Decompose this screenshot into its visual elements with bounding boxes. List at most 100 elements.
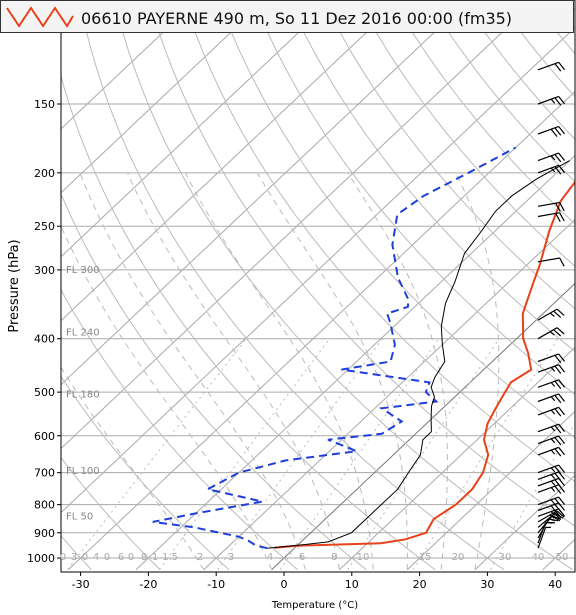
mixing-ratio-label: 1 xyxy=(152,552,158,563)
wind-barb xyxy=(537,484,566,494)
dry-adiabat-line xyxy=(252,0,575,396)
dry-adiabat-line xyxy=(61,74,436,571)
wind-barb xyxy=(537,212,565,223)
y-axis-label: Pressure (hPa) xyxy=(7,239,22,332)
x-tick-label: 40 xyxy=(548,578,562,591)
y-tick-label: 1000 xyxy=(27,552,55,565)
wind-barb xyxy=(537,364,566,374)
dry-adiabat-line xyxy=(357,0,575,267)
isotherm-line xyxy=(61,0,538,450)
x-tick-label: 10 xyxy=(345,578,359,591)
mixing-ratio-line xyxy=(279,338,440,570)
mixing-ratio-label: 10 xyxy=(357,552,370,563)
moist-adiabat-line xyxy=(184,172,374,570)
mixing-ratio-label: 3 xyxy=(228,552,234,563)
x-tick-label: -20 xyxy=(139,578,157,591)
wind-barb xyxy=(537,353,566,364)
wind-barbs xyxy=(537,21,566,549)
y-tick-label: 500 xyxy=(34,386,55,399)
mixing-ratio-label: 8 xyxy=(141,552,147,563)
isotherm-line xyxy=(61,0,470,386)
wind-barb xyxy=(537,435,566,446)
mixing-ratio-label: 50 xyxy=(556,552,569,563)
mixing-ratio-label: 0 xyxy=(128,552,134,563)
x-tick-label: 30 xyxy=(480,578,494,591)
temperature-wave-icon xyxy=(6,6,74,28)
moist-adiabat-line xyxy=(455,172,500,570)
wind-barb xyxy=(537,327,565,340)
wind-barb xyxy=(537,496,566,508)
mixing-ratio-label: 20 xyxy=(452,552,465,563)
wind-barb xyxy=(537,164,566,175)
isotherm-line xyxy=(67,90,575,571)
wind-barb xyxy=(537,308,565,321)
moist-adiabat-line xyxy=(61,224,273,570)
title-bar: 06610 PAYERNE 490 m, So 11 Dez 2016 00:0… xyxy=(0,0,574,33)
mixing-ratio-label: 6 xyxy=(118,552,124,563)
mixing-ratio-label: 6 xyxy=(299,552,305,563)
dry-adiabat-line xyxy=(148,0,575,527)
dry-adiabat-line xyxy=(61,288,298,571)
wind-barb xyxy=(537,201,565,212)
isotherm-line xyxy=(61,0,402,322)
flight-level-label: FL 180 xyxy=(66,390,100,401)
mixing-ratio-label: 1.5 xyxy=(162,552,178,563)
series-parcel-line xyxy=(267,160,570,549)
mixing-ratio-label: 4 xyxy=(93,552,99,563)
dry-adiabat-line xyxy=(183,0,575,483)
moist-adiabat-line xyxy=(256,172,408,570)
isotherm-line xyxy=(339,346,575,571)
wind-barb xyxy=(537,379,566,389)
isotherm-line xyxy=(474,474,575,571)
dry-adiabat-line xyxy=(61,375,230,571)
mixing-ratio-label: 40 xyxy=(532,552,545,563)
wind-barb xyxy=(537,95,566,106)
moist-adiabat-line xyxy=(347,172,448,570)
series-temperature-line xyxy=(274,180,575,549)
y-tick-label: 800 xyxy=(34,499,55,512)
wind-barb xyxy=(537,446,566,457)
x-tick-label: 0 xyxy=(281,578,288,591)
wind-barb xyxy=(537,257,565,267)
isotherm-line xyxy=(271,282,575,571)
mixing-ratio-label: 0 xyxy=(60,552,66,563)
x-tick-label: -10 xyxy=(207,578,225,591)
x-tick-label: 20 xyxy=(413,578,427,591)
y-tick-label: 300 xyxy=(34,264,55,277)
wind-barb xyxy=(537,471,566,482)
grid-layer xyxy=(61,0,575,571)
wind-barb xyxy=(537,152,566,163)
plot-frame xyxy=(60,0,576,573)
dry-adiabat-line xyxy=(113,0,573,571)
mixing-ratio-line xyxy=(217,338,383,570)
y-tick-label: 900 xyxy=(34,527,55,540)
x-axis-label: Temperature (°C) xyxy=(271,600,358,611)
wind-barb xyxy=(537,125,566,138)
dry-adiabat-line xyxy=(78,0,505,571)
y-tick-label: 250 xyxy=(34,220,55,233)
mixing-ratio-label: 2 xyxy=(197,552,203,563)
moist-adiabat-line xyxy=(126,172,340,570)
mixing-ratio-label: 15 xyxy=(419,552,432,563)
mixing-ratio-label: 30 xyxy=(499,552,512,563)
dry-adiabat-line xyxy=(61,456,161,571)
wind-barb xyxy=(537,406,566,417)
mixing-ratio-label: 3 xyxy=(71,552,77,563)
mixing-ratio-line xyxy=(489,422,575,570)
dry-adiabat-line xyxy=(322,0,575,310)
wind-barb xyxy=(537,423,566,434)
wind-barb xyxy=(537,464,566,475)
mixing-ratio-label: 0 xyxy=(104,552,110,563)
mixing-ratio-label: 4 xyxy=(267,552,273,563)
wind-barb xyxy=(537,61,566,72)
flight-level-label: FL 50 xyxy=(66,511,93,522)
y-tick-label: 400 xyxy=(34,333,55,346)
wind-barb xyxy=(537,526,551,549)
dry-adiabat-line xyxy=(218,0,575,439)
flight-level-label: FL 300 xyxy=(66,265,100,276)
mixing-ratio-label: 8 xyxy=(331,552,337,563)
dry-adiabat-line xyxy=(287,0,575,353)
mixing-ratio-label: 0 xyxy=(82,552,88,563)
